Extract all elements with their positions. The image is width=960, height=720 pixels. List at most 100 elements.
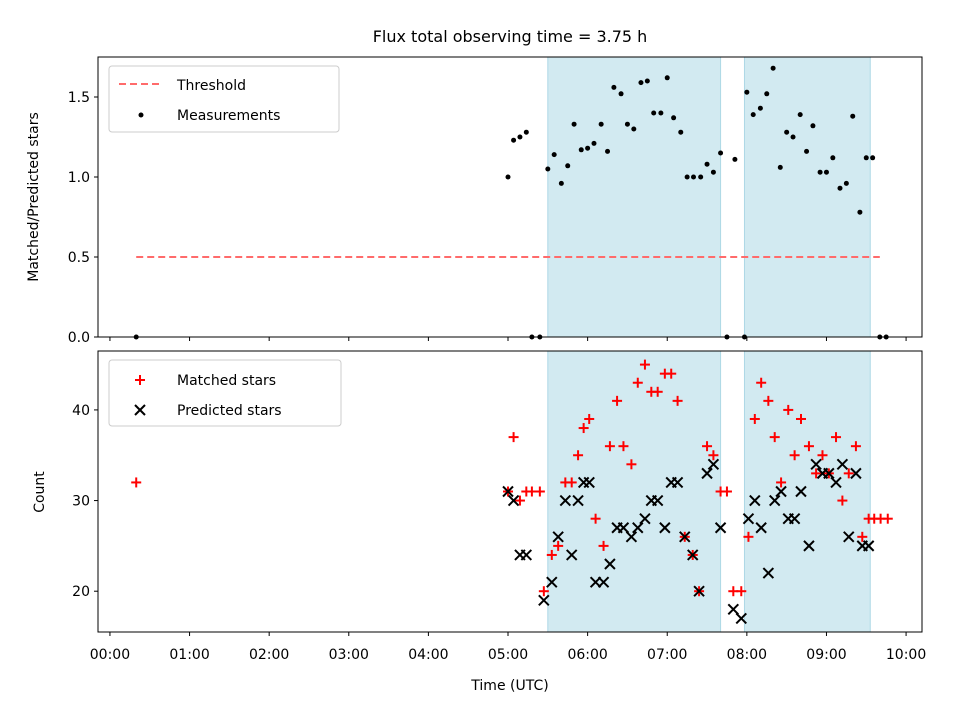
matched-star-marker [795,413,806,424]
predicted-star-marker [507,494,520,507]
predicted-star-marker [502,485,514,498]
predicted-star-marker [749,494,761,507]
x-tick-label: 03:00 [329,647,369,663]
predicted-star-marker [552,531,564,543]
matched-star-marker [618,441,629,452]
y-tick-label: 0.5 [68,250,90,266]
measurement-point [523,129,529,135]
measurement-point [810,123,816,129]
matched-star-marker [882,513,893,524]
predicted-star-marker [546,576,558,588]
measurements-legend-swatch [138,112,144,118]
matched-star-marker [769,432,780,443]
measurement-point [624,121,630,127]
matched-star-marker [566,477,577,488]
top-plot-frame [97,56,923,338]
top-y-axis-label: Matched/Predicted stars [26,112,42,282]
measurement-point [837,185,843,191]
matched-star-marker [857,531,868,542]
measurement-point [777,164,783,170]
measurement-point [684,174,690,180]
predicted-star-marker [687,549,699,561]
predicted-star-marker [714,522,727,534]
measurement-point [638,80,644,86]
matched-star-marker [514,495,525,506]
measurement-point [857,209,863,215]
measurement-point [804,148,810,154]
measurement-point [591,140,597,146]
shaded-interval [547,350,722,633]
matched-star-marker [811,468,822,479]
measurement-point [505,174,511,180]
measurement-point [698,174,704,180]
shaded-interval [547,56,722,338]
top-y-axis: 0.0 0.5 1.0 1.5 [68,90,98,346]
x-tick-label: 09:00 [806,647,846,663]
matched-star-marker [831,432,842,443]
bottom-shaded-intervals [547,350,871,633]
predicted-star-marker [795,485,807,498]
top-x-tickmarks [109,337,907,341]
predicted-star-marker [559,494,572,507]
measurement-point [585,145,591,151]
measurement-point [732,156,738,162]
matched-star-marker [590,513,601,524]
measurement-point [605,148,611,154]
predicted-star-marker [671,476,684,489]
matched-star-marker [776,477,787,488]
matched-star-marker [578,423,589,434]
legend-matched-label: Matched stars [177,373,276,389]
bottom-y-axis: 20 30 40 [72,403,98,600]
measurement-point [664,75,670,81]
measurement-point [784,129,790,135]
bottom-plot-frame [97,350,923,633]
matched-star-marker [789,450,800,461]
matched-star-marker [553,540,564,551]
legend-measurements-label: Measurements [177,108,280,124]
measurement-point [797,112,803,118]
matched-star-marker [817,450,828,461]
matched-star-marker [639,359,650,370]
predicted-star-marker [810,458,822,471]
x-tick-label: 00:00 [90,647,130,663]
matched-star-marker [573,450,584,461]
measurement-point [658,110,664,116]
predicted-star-marker [762,567,775,579]
y-tick-label: 1.0 [68,170,90,186]
measurement-point [578,147,584,153]
matched-star-marker [604,441,615,452]
bottom-x-axis: 00:00 01:00 02:00 03:00 04:00 05:00 06:00 07:00… [90,632,926,663]
predicted-star-marker [538,594,550,606]
x-tick-label: 06:00 [567,647,607,663]
matched-star-marker [803,441,814,452]
predicted-star-marker [850,467,862,480]
measurement-point [757,105,763,111]
matched-star-marker [721,486,732,497]
measurement-point [750,112,756,118]
y-tick-label: 30 [72,494,90,510]
predicted-star-marker [679,531,691,543]
measurement-point [710,169,716,175]
measurement-point [817,169,823,175]
predicted-star-marker [597,576,610,588]
matched-star-marker [763,395,774,406]
measurement-point [850,113,856,119]
star-count-series [131,359,893,625]
measurement-point [691,174,697,180]
matched-star-marker [632,377,643,388]
predicted-star-marker [742,512,755,525]
predicted-star-marker [862,540,875,552]
matched-star-marker [546,549,557,560]
predicted-star-marker [775,485,787,498]
measurement-point [631,126,637,132]
matched-star-marker [708,450,719,461]
bottom-legend: Matched stars Predicted stars [108,359,342,427]
predicted-star-marker [707,458,720,471]
measurement-point [764,91,770,97]
matched-star-marker [508,432,519,443]
measurement-point [558,180,564,186]
legend-predicted-label: Predicted stars [177,403,282,419]
matched-star-marker [749,413,760,424]
x-tick-label: 10:00 [886,647,926,663]
predicted-star-marker [604,558,616,570]
